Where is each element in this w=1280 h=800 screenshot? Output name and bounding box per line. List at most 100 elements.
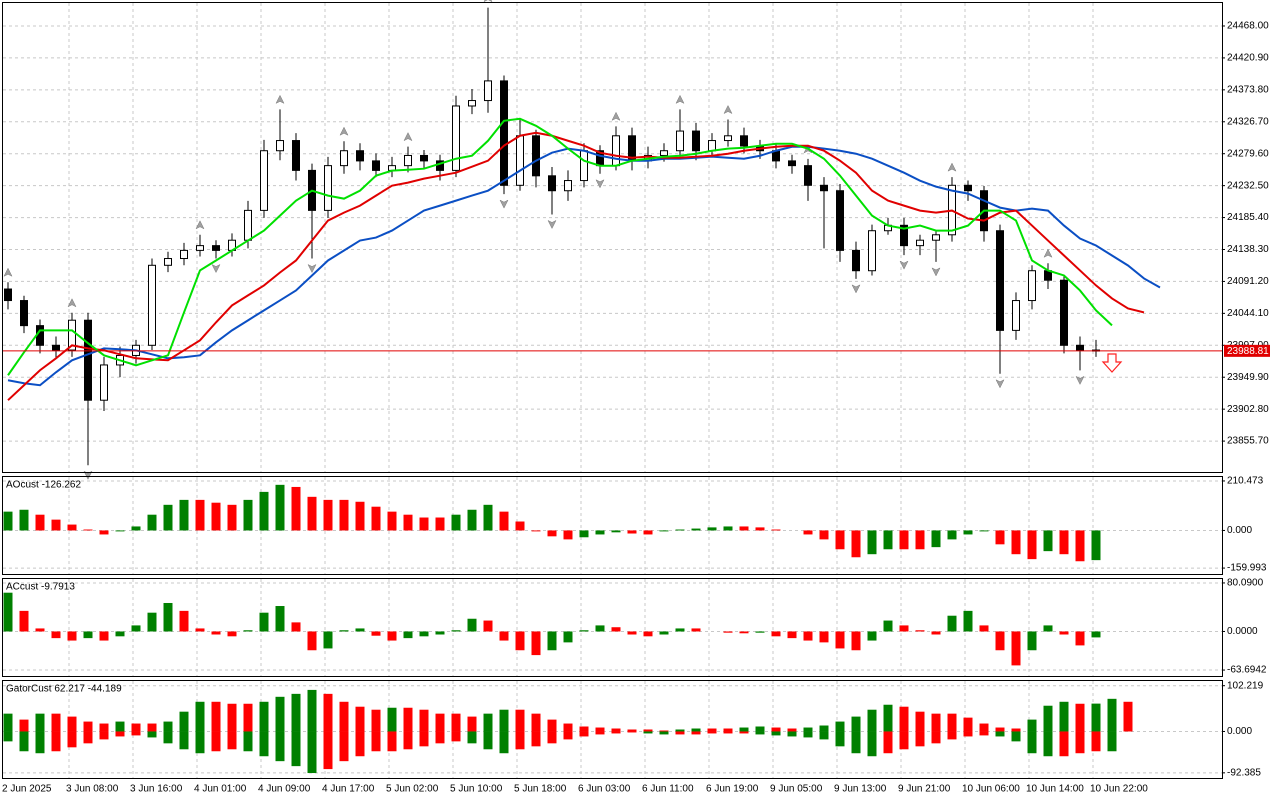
gator-bar xyxy=(1043,705,1053,732)
candle-body xyxy=(244,209,252,241)
gator-bar xyxy=(883,704,893,732)
histogram-bar xyxy=(547,530,557,537)
gator-bar xyxy=(515,731,525,750)
gator-bar xyxy=(387,731,397,752)
gator-bar xyxy=(947,713,957,732)
gator-bar xyxy=(131,723,141,732)
histogram-bar xyxy=(755,631,765,633)
histogram-bar xyxy=(627,631,637,635)
gator-bar xyxy=(915,731,925,747)
candle-body xyxy=(84,319,92,401)
histogram-bar xyxy=(563,631,573,643)
histogram-bar xyxy=(995,530,1005,545)
gator-bar xyxy=(579,731,589,737)
gator-bar xyxy=(659,731,669,735)
histogram-bar xyxy=(435,631,445,635)
gator-bar xyxy=(291,693,301,732)
gator-bar xyxy=(227,731,237,750)
histogram-bar xyxy=(499,631,509,641)
candle-body xyxy=(708,140,716,152)
gator-bar xyxy=(419,709,429,732)
gator-bar xyxy=(563,731,573,740)
gator-bar xyxy=(355,731,365,757)
candle-body xyxy=(404,154,412,167)
gator-bar xyxy=(499,709,509,732)
candle-body xyxy=(20,300,28,327)
histogram-bar xyxy=(531,631,541,656)
y-tick-label: 24373.80 xyxy=(1227,84,1269,95)
gator-bar xyxy=(691,731,701,735)
alligator-line xyxy=(7,131,1145,401)
histogram-bar xyxy=(643,631,653,637)
gator-bar xyxy=(307,731,317,774)
gator-bar xyxy=(227,703,237,732)
gator-bar xyxy=(963,717,973,732)
gator-bar xyxy=(259,731,269,757)
gator-bar xyxy=(419,731,429,747)
y-tick-label: 0.000 xyxy=(1227,726,1252,737)
histogram-bar xyxy=(1027,530,1037,560)
candle-body xyxy=(804,165,812,186)
gator-bar xyxy=(115,721,125,732)
gator-bar xyxy=(403,731,413,750)
candle-body xyxy=(548,175,556,192)
fractal-down xyxy=(931,267,941,277)
gator-bar xyxy=(1011,728,1021,732)
candle-body xyxy=(452,105,460,171)
histogram-bar xyxy=(515,521,525,531)
histogram-bar xyxy=(803,631,813,641)
panel-title: AOcust -126.262 xyxy=(6,480,81,491)
x-tick-label: 6 Jun 11:00 xyxy=(642,784,694,795)
gator-bar xyxy=(195,701,205,732)
x-tick-label: 5 Jun 02:00 xyxy=(386,784,439,795)
gator-bar xyxy=(195,731,205,754)
gator-bar xyxy=(531,731,541,747)
y-tick-label: 24232.50 xyxy=(1227,180,1269,191)
candle-body xyxy=(372,160,380,171)
fractal-up xyxy=(947,162,957,172)
candle-body xyxy=(580,150,588,182)
fractal-down xyxy=(547,219,557,230)
histogram-bar xyxy=(723,526,733,531)
histogram-bar xyxy=(99,530,109,535)
histogram-bar xyxy=(371,631,381,636)
histogram-bar xyxy=(1043,530,1053,552)
gator-bar xyxy=(179,731,189,750)
histogram-bar xyxy=(611,530,621,533)
gator-bar xyxy=(1107,731,1117,752)
histogram-bar xyxy=(51,631,61,639)
gator-bar xyxy=(115,731,125,737)
histogram-bar xyxy=(243,499,253,531)
histogram-bar xyxy=(387,511,397,531)
y-tick-label: 24138.30 xyxy=(1227,244,1269,255)
histogram-bar xyxy=(643,530,653,535)
x-tick-label: 9 Jun 21:00 xyxy=(898,784,951,795)
histogram-bar xyxy=(579,630,589,632)
histogram-bar xyxy=(355,501,365,531)
histogram-bar xyxy=(35,514,45,531)
histogram-bar xyxy=(1011,631,1021,666)
candle-body xyxy=(148,264,156,346)
histogram-bar xyxy=(899,530,909,550)
gator-bar xyxy=(979,731,989,736)
candle-body xyxy=(516,135,524,186)
candle-body xyxy=(612,135,620,167)
gator-bar xyxy=(1043,731,1053,757)
gator-bar xyxy=(691,728,701,732)
candle-body xyxy=(4,288,12,302)
gator-bar xyxy=(275,731,285,762)
x-tick-label: 10 Jun 14:00 xyxy=(1026,784,1084,795)
candle-body xyxy=(52,344,60,351)
histogram-bar xyxy=(259,612,269,632)
gator-bar xyxy=(147,731,157,738)
gator-bar xyxy=(867,709,877,732)
histogram-bar xyxy=(675,529,685,531)
fractal-up xyxy=(3,267,13,277)
histogram-bar xyxy=(819,631,829,643)
histogram-bar xyxy=(659,530,669,532)
candle-body xyxy=(916,239,924,247)
histogram-bar xyxy=(915,530,925,550)
histogram-bar xyxy=(1091,530,1101,561)
histogram-bar xyxy=(355,628,365,632)
candle-body xyxy=(276,140,284,152)
